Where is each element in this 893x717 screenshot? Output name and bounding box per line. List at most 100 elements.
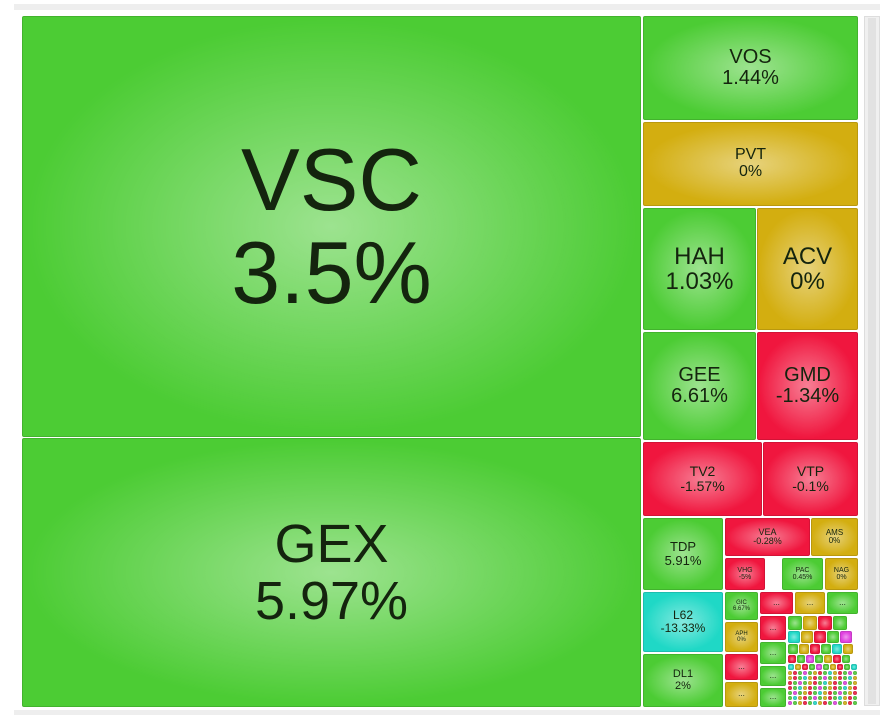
treemap-cell[interactable]: GMD -1.34% <box>757 332 858 440</box>
treemap-cell[interactable]: HAH 1.03% <box>643 208 756 330</box>
tiny-cell[interactable] <box>815 655 823 663</box>
tiny-cell[interactable] <box>788 671 792 675</box>
treemap-cell[interactable]: PVT 0% <box>643 122 858 206</box>
treemap-cell[interactable]: NAG 0% <box>825 558 858 590</box>
tiny-cell[interactable] <box>814 631 826 643</box>
tiny-cell[interactable] <box>830 664 836 670</box>
tiny-cell[interactable] <box>833 681 837 685</box>
tiny-cell[interactable] <box>848 701 852 705</box>
tiny-cell[interactable] <box>808 681 812 685</box>
tiny-cell[interactable] <box>793 686 797 690</box>
tiny-cell[interactable] <box>828 681 832 685</box>
tiny-cell[interactable] <box>823 691 827 695</box>
tiny-cell[interactable] <box>788 686 792 690</box>
tiny-cell[interactable] <box>821 644 831 654</box>
tiny-cell[interactable] <box>838 671 842 675</box>
tiny-cell[interactable] <box>843 701 847 705</box>
treemap-cell[interactable]: ... <box>725 654 758 680</box>
tiny-cell[interactable] <box>843 686 847 690</box>
tiny-cell[interactable] <box>803 616 817 630</box>
tiny-cell[interactable] <box>813 696 817 700</box>
tiny-cell[interactable] <box>828 676 832 680</box>
tiny-cell[interactable] <box>793 696 797 700</box>
tiny-cell[interactable] <box>793 701 797 705</box>
treemap-cell[interactable]: VOS 1.44% <box>643 16 858 120</box>
treemap-cell[interactable]: GEE 6.61% <box>643 332 756 440</box>
tiny-cell[interactable] <box>813 676 817 680</box>
treemap-cell[interactable]: ... <box>760 666 786 686</box>
tiny-cell[interactable] <box>801 631 813 643</box>
tiny-cell[interactable] <box>838 686 842 690</box>
treemap-cell[interactable]: APH 0% <box>725 622 758 652</box>
tiny-cell[interactable] <box>843 676 847 680</box>
tiny-cell[interactable] <box>813 681 817 685</box>
tiny-cell[interactable] <box>833 691 837 695</box>
tiny-cell[interactable] <box>818 701 822 705</box>
treemap-cell[interactable]: ... <box>760 642 786 664</box>
tiny-cell[interactable] <box>798 686 802 690</box>
tiny-cell[interactable] <box>823 681 827 685</box>
tiny-cell[interactable] <box>788 664 794 670</box>
tiny-cell[interactable] <box>813 701 817 705</box>
tiny-cell[interactable] <box>798 696 802 700</box>
tiny-cell[interactable] <box>808 701 812 705</box>
tiny-cell[interactable] <box>843 681 847 685</box>
tiny-cell[interactable] <box>848 686 852 690</box>
tiny-cell[interactable] <box>788 676 792 680</box>
tiny-cell[interactable] <box>798 691 802 695</box>
treemap-cell[interactable]: ... <box>760 616 786 640</box>
tiny-cell[interactable] <box>788 681 792 685</box>
tiny-cell[interactable] <box>818 691 822 695</box>
tiny-cell[interactable] <box>842 655 850 663</box>
tiny-cell[interactable] <box>838 701 842 705</box>
tiny-cell[interactable] <box>788 644 798 654</box>
tiny-cell[interactable] <box>853 691 857 695</box>
tiny-cell[interactable] <box>823 676 827 680</box>
tiny-cell[interactable] <box>838 681 842 685</box>
treemap-cell[interactable]: ... <box>725 682 758 707</box>
treemap-cell[interactable]: TV2 -1.57% <box>643 442 762 516</box>
tiny-cell[interactable] <box>818 671 822 675</box>
tiny-cell[interactable] <box>853 671 857 675</box>
tiny-cell[interactable] <box>843 691 847 695</box>
tiny-cell[interactable] <box>813 691 817 695</box>
tiny-cell[interactable] <box>833 696 837 700</box>
tiny-cell[interactable] <box>840 631 852 643</box>
tiny-cell[interactable] <box>853 686 857 690</box>
tiny-cell[interactable] <box>848 676 852 680</box>
tiny-cell[interactable] <box>810 644 820 654</box>
tiny-cell[interactable] <box>824 655 832 663</box>
tiny-cell[interactable] <box>828 671 832 675</box>
tiny-cell[interactable] <box>788 655 796 663</box>
tiny-cell[interactable] <box>833 671 837 675</box>
tiny-cell[interactable] <box>823 686 827 690</box>
tiny-cell[interactable] <box>844 664 850 670</box>
tiny-cell[interactable] <box>828 691 832 695</box>
tiny-cell[interactable] <box>788 701 792 705</box>
tiny-cell[interactable] <box>853 676 857 680</box>
tiny-cell[interactable] <box>818 681 822 685</box>
tiny-cell[interactable] <box>843 696 847 700</box>
tiny-cell[interactable] <box>828 701 832 705</box>
tiny-cell[interactable] <box>802 664 808 670</box>
tiny-cell[interactable] <box>803 681 807 685</box>
tiny-cell[interactable] <box>809 664 815 670</box>
tiny-cell[interactable] <box>853 701 857 705</box>
tiny-cell[interactable] <box>823 671 827 675</box>
tiny-cell[interactable] <box>808 676 812 680</box>
tiny-cell[interactable] <box>848 691 852 695</box>
tiny-cell[interactable] <box>816 664 822 670</box>
tiny-cell[interactable] <box>813 671 817 675</box>
tiny-cell[interactable] <box>843 671 847 675</box>
tiny-cell[interactable] <box>803 686 807 690</box>
tiny-cell[interactable] <box>788 691 792 695</box>
treemap-cell[interactable]: VSC 3.5% <box>22 16 641 437</box>
tiny-cell[interactable] <box>798 701 802 705</box>
tiny-cell[interactable] <box>795 664 801 670</box>
tiny-cell[interactable] <box>818 676 822 680</box>
treemap-cell[interactable]: GIC 6.67% <box>725 592 758 620</box>
tiny-cell[interactable] <box>838 676 842 680</box>
tiny-cell[interactable] <box>848 671 852 675</box>
tiny-cell[interactable] <box>799 644 809 654</box>
tiny-cell[interactable] <box>803 696 807 700</box>
